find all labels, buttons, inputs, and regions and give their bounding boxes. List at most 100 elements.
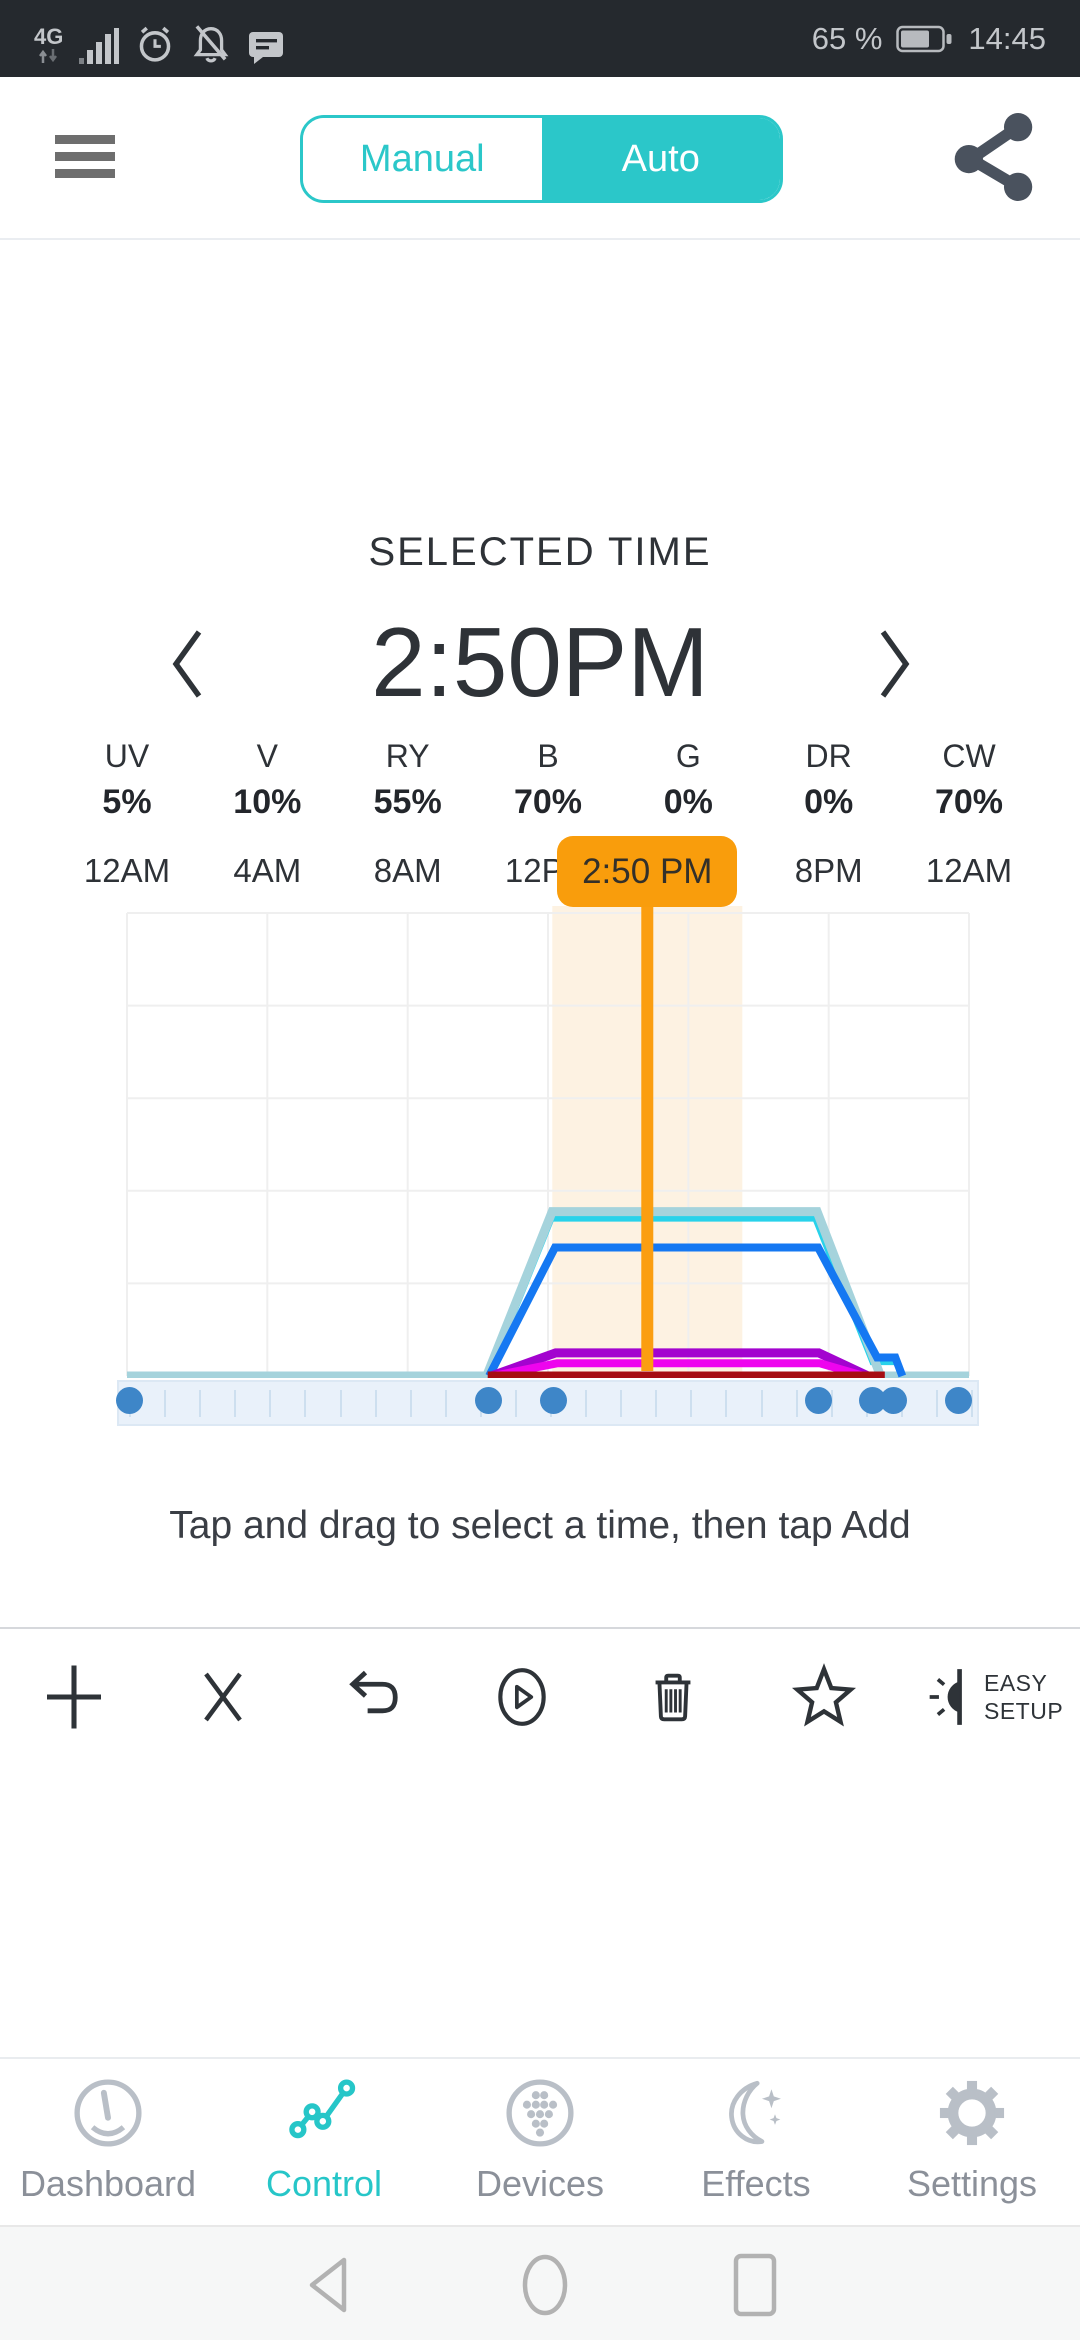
nav-item-effects[interactable]: Effects [648,2059,864,2225]
slider-hour-tick [935,1390,938,1417]
slider-hour-tick [795,1390,798,1417]
series-RY [485,1243,907,1378]
time-slider-track[interactable] [115,1380,979,1426]
android-navigation-bar [0,2225,1080,2340]
slider-hour-tick [234,1390,237,1417]
slider-hour-tick [971,1390,973,1417]
slider-hour-tick [269,1390,272,1417]
channel-CW: CW 70% [884,738,1054,822]
channel-name: RY [385,738,430,774]
android-home-button[interactable] [518,2251,572,2319]
easy-setup-sun-icon [929,1669,962,1725]
slider-hour-tick [585,1390,588,1417]
moon-sparkles-icon [729,2080,781,2145]
network-indicator: 4G [34,23,64,64]
selected-time-title: SELECTED TIME [368,530,712,574]
network-type-label: 4G [34,23,64,49]
share-button[interactable] [954,113,1034,201]
channel-value: 10% [233,783,302,821]
mode-toggle: Manual Auto [300,115,783,203]
status-icons-right: 65 % 14:45 [812,21,1046,57]
battery-percent-label: 65 % [811,20,883,56]
undo-icon [349,1670,398,1714]
slider-hour-tick [304,1390,307,1417]
nav-item-devices[interactable]: Devices [432,2059,648,2225]
channel-G: G 0% [603,738,773,822]
axis-label-4am: 4AM [233,852,302,889]
add-button[interactable] [26,1649,122,1745]
channel-value: 5% [102,783,152,821]
slider-hour-tick [655,1390,658,1417]
selected-time-badge[interactable]: 2:50 PM [557,836,738,907]
play-circle-icon [498,1668,546,1726]
favorite-button[interactable] [776,1649,872,1745]
slider-hour-tick [444,1390,447,1417]
slider-hour-tick [409,1390,412,1417]
channel-value: 0% [663,783,713,821]
auto-mode-button[interactable]: Auto [541,118,780,200]
nav-label-devices: Devices [475,2163,605,2204]
channel-value: 55% [373,783,442,821]
channel-name: DR [805,738,852,774]
home-circle-icon [522,2254,568,2315]
app-header: Manual Auto [0,77,1080,240]
schedule-point-dot[interactable] [804,1387,832,1414]
nav-label-dashboard: Dashboard [19,2163,197,2204]
channel-value: 70% [513,783,583,821]
nav-label-control: Control [265,2163,383,2204]
network-arrows-icon [38,48,57,63]
recents-square-icon [733,2253,777,2316]
axis-label-12am: 12AM [83,852,171,889]
easy-setup-button[interactable]: EASY SETUP [908,1649,1063,1745]
slider-hour-tick [620,1390,623,1417]
close-icon [204,1672,242,1722]
battery-icon [896,25,952,52]
bell-muted-icon [193,24,229,62]
time-axis-labels: 12AM 4AM 8AM 12PM 8PM 12AM [0,852,1080,902]
status-icons-left: 4G [34,14,285,64]
signal-bars-icon [79,27,120,64]
schedule-point-dot[interactable] [475,1387,503,1414]
menu-icon[interactable] [55,135,115,178]
channel-value: 0% [804,783,854,821]
nav-item-dashboard[interactable]: Dashboard [0,2059,216,2225]
manual-mode-button[interactable]: Manual [303,118,542,200]
trash-icon [655,1673,691,1722]
android-back-button[interactable] [302,2254,358,2316]
channel-name: CW [942,738,996,774]
channel-B: B 70% [463,738,633,822]
next-time-button chevron-right-icon[interactable] [872,626,916,702]
series-UV [491,1359,865,1378]
schedule-point-dot[interactable] [880,1387,908,1414]
share-icon [954,113,1033,201]
axis-label-12am: 12AM [925,852,1013,889]
instruction-text: Tap and drag to select a time, then tap … [169,1504,911,1547]
slider-hour-tick [164,1390,167,1417]
previous-time-button chevron-left-icon[interactable] [166,626,210,702]
gauge-icon [74,2079,142,2147]
line-chart-icon [289,2079,356,2139]
nav-item-settings[interactable]: Settings [864,2059,1080,2225]
schedule-point-dot[interactable] [540,1387,567,1414]
nav-item-control[interactable]: Control [216,2059,432,2225]
bottom-navigation: Dashboard Control [0,2057,1080,2225]
easy-setup-label: EASY SETUP [984,1670,1064,1724]
preview-play-button[interactable] [474,1649,570,1745]
selected-time-cursor[interactable] [641,906,654,1371]
nav-label-settings: Settings [906,2163,1038,2204]
delete-button[interactable] [625,1649,721,1745]
series-V [489,1348,870,1378]
nav-label-effects: Effects [701,2163,811,2204]
schedule-point-dot[interactable] [115,1387,143,1414]
schedule-point-dot[interactable] [945,1387,973,1414]
schedule-chart[interactable] [0,905,1080,1378]
android-recents-button[interactable] [732,2252,778,2318]
undo-button[interactable] [326,1649,422,1745]
plus-icon [47,1665,101,1729]
clear-button[interactable] [175,1649,271,1745]
slider-hour-tick [199,1390,202,1417]
alarm-clock-icon [140,26,171,62]
axis-label-8am: 8AM [373,852,442,889]
channel-UV: UV 5% [42,738,212,822]
